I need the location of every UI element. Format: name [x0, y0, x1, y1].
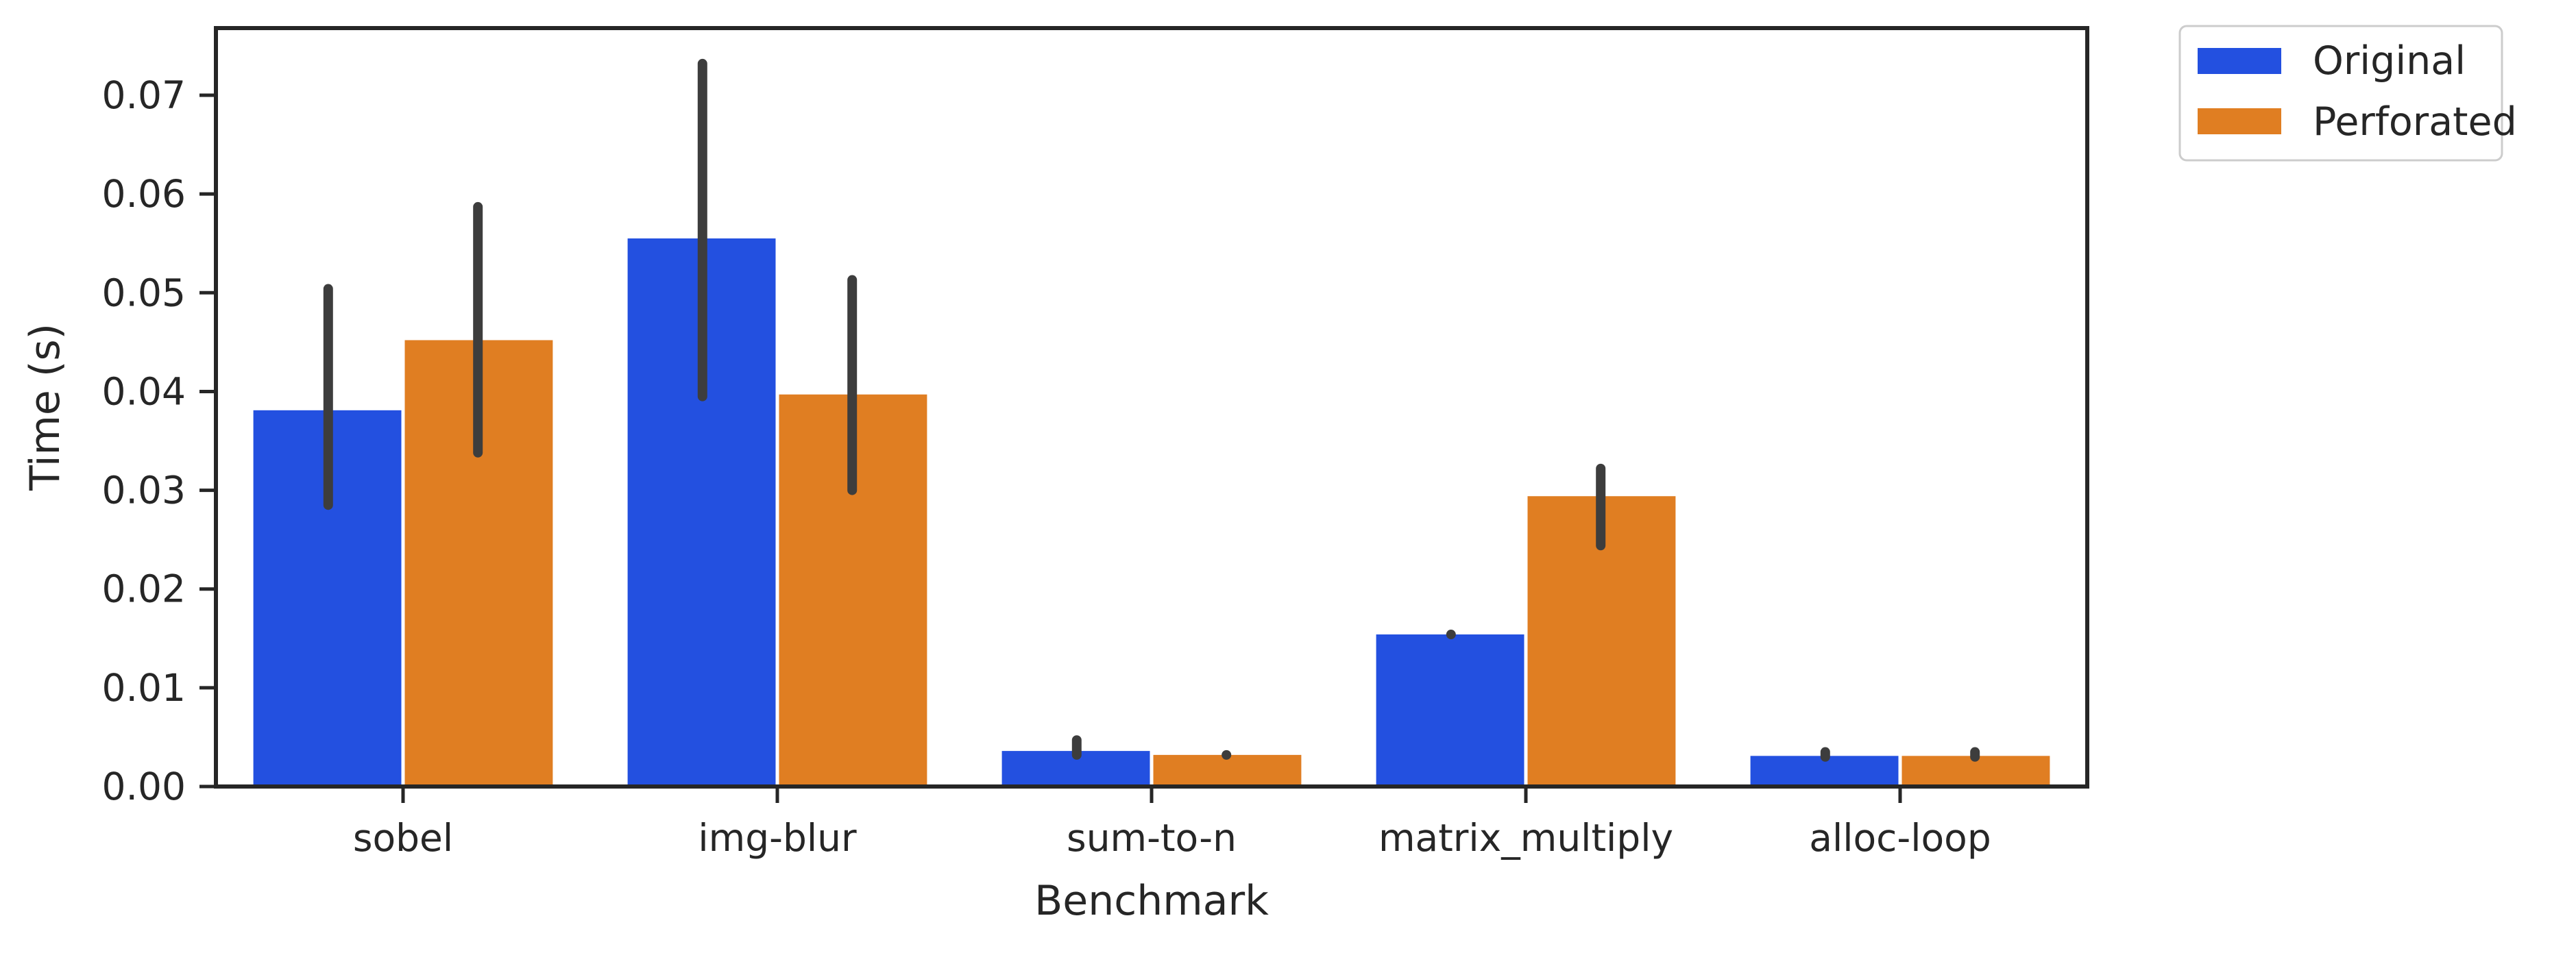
y-tick-label-6: 0.06	[102, 172, 186, 216]
y-tick-label-2: 0.02	[102, 567, 186, 611]
errorbars-layer	[323, 58, 1980, 762]
legend-label-original: Original	[2313, 38, 2466, 84]
x-axis-title: Benchmark	[1034, 877, 1269, 925]
x-tick-label-alloc-loop: alloc-loop	[1809, 816, 1991, 860]
y-tick-label-3: 0.03	[102, 469, 186, 512]
y-tick-label-0: 0.00	[102, 765, 186, 808]
legend-swatch-perforated	[2198, 108, 2281, 134]
y-axis-title: Time (s)	[21, 323, 69, 491]
y-tick-label-5: 0.05	[102, 271, 186, 314]
bars-layer	[253, 238, 2050, 787]
y-tick-label-7: 0.07	[102, 73, 186, 117]
bar-original-matrix-multiply	[1376, 634, 1524, 787]
x-tick-label-img-blur: img-blur	[698, 816, 857, 860]
bar-perforated-sum-to-n	[1153, 754, 1302, 787]
y-axis: 0.00 0.01 0.02 0.03 0.04 0.05 0.06 0.07	[102, 73, 216, 808]
y-tick-label-4: 0.04	[102, 369, 186, 413]
legend[interactable]: Original Perforated	[2178, 25, 2517, 162]
x-tick-label-sobel: sobel	[353, 816, 453, 860]
legend-label-perforated: Perforated	[2313, 99, 2517, 145]
x-tick-label-matrix-multiply: matrix_multiply	[1378, 816, 1673, 860]
x-tick-label-sum-to-n: sum-to-n	[1067, 816, 1237, 860]
x-axis: sobel img-blur sum-to-n matrix_multiply allo…	[353, 787, 1991, 860]
y-tick-label-1: 0.01	[102, 666, 186, 710]
legend-swatch-original	[2198, 48, 2281, 74]
